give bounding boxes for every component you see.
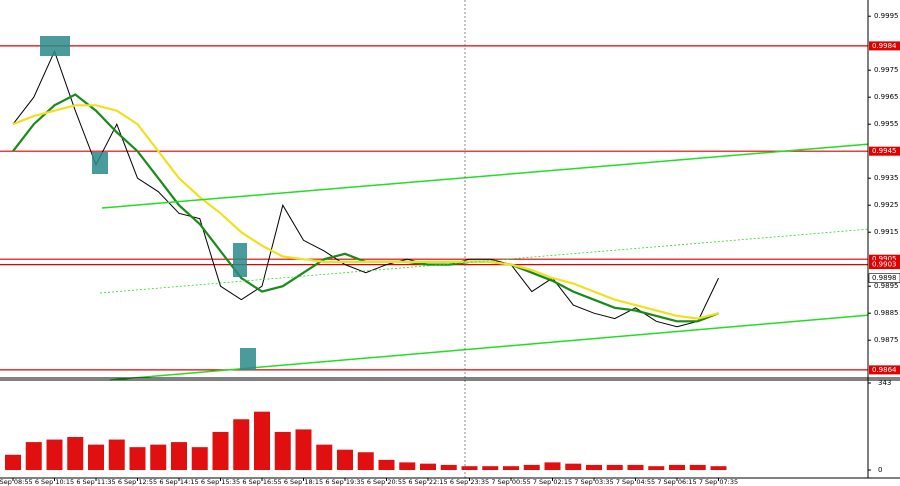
volume-bar [5,454,21,470]
plot-area [0,45,868,470]
channel-line [109,314,871,381]
volume-bar [46,439,63,470]
volume-bar [503,466,519,470]
level-tag-label: 0.9984 [872,42,897,50]
level-tag [869,254,900,264]
level-tag-label: 0.9864 [872,366,897,374]
level-tag-label: 0.9945 [872,147,897,155]
volume-bar [689,464,706,470]
volume-bar [191,447,208,470]
x-tick-label: 7 Sep 06:15 [657,478,696,486]
x-tick-label: 7 Sep 03:35 [574,478,613,486]
x-tick-label: 6 Sep 19:35 [325,478,364,486]
volume-bar [337,449,353,470]
channel-line [101,143,871,209]
x-tick-label: 6 Sep 12:55 [118,478,157,486]
signal-marker [233,243,247,277]
signal-marker [40,36,70,56]
series-line [12,49,719,328]
signal-marker [92,152,108,174]
y2-tick-label: 0 [878,466,882,474]
volume-bar [523,464,540,470]
volume-bar [482,466,499,470]
volume-bar [88,444,104,470]
axis-panel [868,0,900,486]
volume-bar [627,464,644,470]
y-tick-label: 0.9885 [874,309,899,317]
x-tick-label: 6 Sep 18:15 [284,478,323,486]
x-tick-label: 6 Sep 23:35 [450,478,489,486]
volume-bar [129,447,146,470]
x-tick-label: 7 Sep 02:15 [533,478,572,486]
volume-bar [150,444,167,470]
y-tick-label: 0.9965 [874,93,899,101]
level-tag [869,260,900,270]
y-tick-label: 0.9955 [874,120,899,128]
volume-bar [586,464,602,470]
volume-bar [171,442,187,470]
x-tick-label: 7 Sep 04:55 [616,478,655,486]
volume-bar [357,452,374,470]
level-tag-label: 0.9903 [872,261,897,269]
series-line [12,104,719,320]
volume-bar [606,464,623,470]
x-tick-label: 6 Sep 16:55 [242,478,281,486]
level-tag [869,365,900,375]
volume-bar [710,466,727,470]
y-tick-label: 0.9875 [874,336,899,344]
y-tick-label: 0.9975 [874,66,899,74]
signal-marker [240,348,256,370]
volume-bar [420,463,436,470]
volume-bar [274,431,291,470]
volume-bar [378,459,395,470]
level-tag [869,41,900,51]
channel-mid-line [99,228,871,294]
y-tick-label: 0.9925 [874,201,899,209]
x-tick-label: 6 Sep 08:55 [0,478,33,486]
level-tag-label: 0.9905 [872,255,897,263]
y-tick-label: 0.9935 [874,174,899,182]
volume-bar [440,464,457,470]
x-tick-label: 6 Sep 15:35 [201,478,240,486]
x-tick-label: 6 Sep 20:55 [367,478,406,486]
price-tag [868,273,900,283]
x-tick-label: 6 Sep 10:15 [35,478,74,486]
y-tick-label: 0.9995 [874,12,899,20]
volume-bar [648,466,665,470]
x-tick-label: 6 Sep 14:15 [159,478,198,486]
volume-bar [233,419,250,470]
volume-bar [254,411,270,470]
price-tag-label: 0.9898 [872,274,897,282]
y-tick-label: 0.9915 [874,228,899,236]
volume-bar [108,439,125,470]
volume-bar [565,463,582,470]
volume-bar [25,442,42,470]
volume-bar [461,466,478,470]
volume-bar [544,462,561,470]
volume-bar [212,431,229,470]
x-tick-label: 6 Sep 22:15 [408,478,447,486]
x-tick-label: 7 Sep 07:35 [699,478,738,486]
y-tick-label: 0.9895 [874,282,899,290]
x-tick-label: 6 Sep 11:35 [76,478,115,486]
x-tick-label: 7 Sep 00:55 [491,478,530,486]
volume-bar [669,464,685,470]
volume-bar [316,444,333,470]
y2-tick-label: 343 [878,379,891,387]
level-tag [869,146,900,156]
volume-bar [67,437,84,470]
volume-bar [295,429,312,470]
volume-bar [399,462,416,470]
